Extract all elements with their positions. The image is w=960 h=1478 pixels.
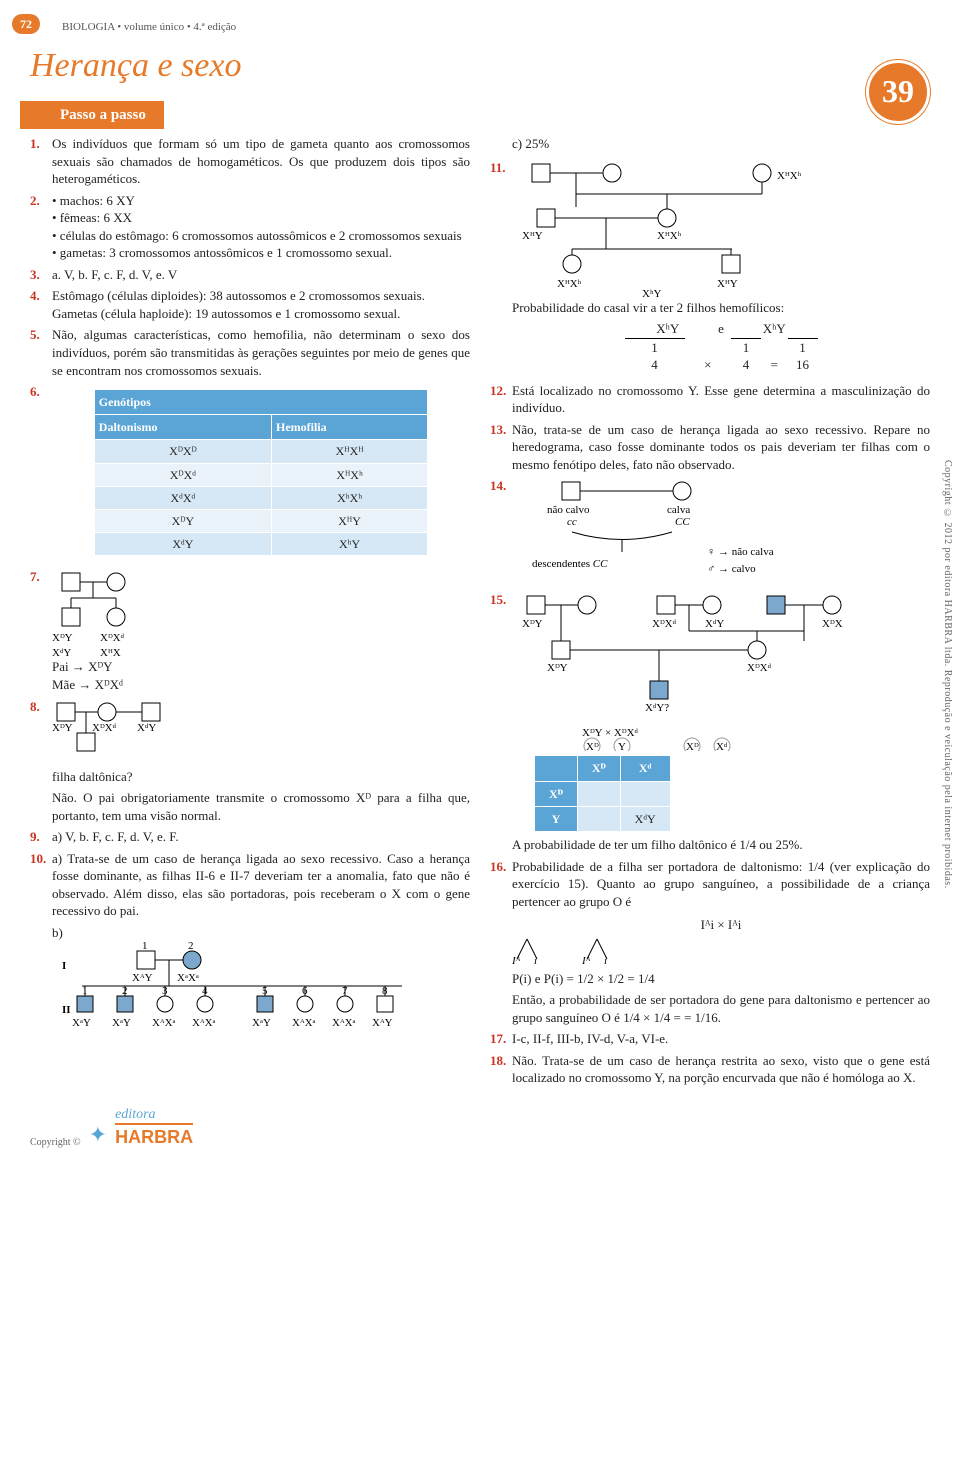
svg-text:XᴰY: XᴰY (547, 662, 568, 674)
copyright-text: Copyright © (30, 1136, 81, 1150)
item-num: 5. (30, 326, 52, 379)
svg-text:XᴴY: XᴴY (522, 230, 543, 242)
chapter-number-badge: 39 (866, 60, 930, 124)
item-num: 9. (30, 828, 52, 846)
svg-text:XᵃY: XᵃY (252, 1017, 271, 1029)
svg-text:XᴰXᵈ: XᴰXᵈ (652, 618, 677, 630)
svg-text:i: i (604, 955, 607, 964)
pedigree-10b: I 1 2 XᴬYXᵃXᵃ II 1XᵃY 2XᵃY 3XᴬXᵃ 4XᴬXᵃ 5… (62, 941, 442, 1051)
svg-text:XᴴXʰ: XᴴXʰ (657, 230, 682, 242)
item-text: a) V, b. F, c. F, d. V, e. F. (52, 828, 470, 846)
chapter-title: Herança e sexo (30, 43, 930, 89)
item-num: 14. (490, 477, 512, 587)
item-num: 4. (30, 287, 52, 322)
item-text: Não, trata-se de um caso de herança liga… (512, 421, 930, 474)
svg-text:Xᴰ: Xᴰ (586, 741, 599, 751)
svg-text:XᴴY: XᴴY (717, 278, 738, 290)
svg-text:Y: Y (618, 741, 626, 751)
item-num: 15. (490, 591, 512, 853)
svg-text:XᵈY: XᵈY (52, 647, 71, 658)
svg-text:XᵃY: XᵃY (72, 1017, 91, 1029)
svg-text:I: I (62, 960, 66, 972)
item-text: I-c, II-f, III-b, IV-d, V-a, VI-e. (512, 1030, 930, 1048)
svg-text:1: 1 (142, 941, 148, 952)
item-text: Não, algumas características, como hemof… (52, 326, 470, 379)
svg-text:XᵈY?: XᵈY? (645, 702, 669, 714)
svg-text:XᴰX: XᴰX (822, 618, 843, 630)
item-num: 3. (30, 266, 52, 284)
svg-text:XᴰXᵈ: XᴰXᵈ (747, 662, 772, 674)
svg-text:XᴬY: XᴬY (132, 972, 153, 984)
svg-text:XᵈY: XᵈY (137, 722, 156, 734)
item-text: Não. Trata-se de um caso de herança rest… (512, 1052, 930, 1087)
publisher-logo: editoraHARBRA (115, 1105, 193, 1149)
logo-star-icon: ✦ (89, 1120, 107, 1150)
side-copyright: Copyright © 2012 por editora HARBRA ltda… (941, 460, 955, 889)
svg-text:XᴴX: XᴴX (100, 647, 121, 658)
svg-text:XᴰY × XᴰXᵈ: XᴰY × XᴰXᵈ (582, 727, 639, 739)
svg-text:i: i (534, 955, 537, 964)
item-num: 18. (490, 1052, 512, 1087)
item-num: 6. (30, 383, 52, 564)
svg-text:XᴰY: XᴰY (522, 618, 543, 630)
pedigree-11: XᴴXʰ XᴴY XᴴXʰ XᴴXʰ XᴴY XʰY (512, 159, 852, 299)
item-num: 11. (490, 159, 512, 378)
item-num: 2. (30, 192, 52, 262)
item-num: 8. (30, 698, 52, 825)
section-header: Passo a passo (20, 101, 164, 129)
svg-text:XᴰXᵈ: XᴰXᵈ (100, 632, 125, 644)
svg-text:XᴰY: XᴰY (52, 632, 73, 644)
svg-text:♀ → não calva: ♀ → não calva (707, 546, 774, 558)
item-text: • machos: 6 XY • fêmeas: 6 XX • células … (52, 192, 470, 262)
svg-text:Xᴰ: Xᴰ (686, 741, 699, 751)
svg-text:Iᴬ: Iᴬ (581, 955, 591, 964)
svg-text:2: 2 (188, 941, 194, 952)
svg-text:não calvo: não calvo (547, 504, 590, 516)
svg-text:XᴬXᵃ: XᴬXᵃ (152, 1017, 176, 1029)
svg-text:XᴰY: XᴰY (52, 722, 73, 734)
svg-text:CC: CC (675, 516, 690, 528)
svg-text:XᵃXᵃ: XᵃXᵃ (177, 972, 199, 984)
item-num: 7. (30, 568, 52, 693)
item-text: Está localizado no cromossomo Y. Esse ge… (512, 382, 930, 417)
item-num: 10. (30, 850, 52, 1052)
page-number-badge: 72 (12, 14, 40, 34)
svg-text:II: II (62, 1004, 71, 1016)
pedigree-7: XᴰY XᴰXᵈ XᵈY XᴴX (52, 568, 222, 658)
svg-text:♂ → calvo: ♂ → calvo (707, 563, 756, 575)
item-num: 13. (490, 421, 512, 474)
svg-text:XʰY: XʰY (642, 288, 661, 299)
svg-text:descendentes CC: descendentes CC (532, 558, 608, 570)
svg-text:XᴬY: XᴬY (372, 1017, 393, 1029)
svg-text:XᴬXᵃ: XᴬXᵃ (292, 1017, 316, 1029)
item-num: 16. (490, 858, 512, 1027)
item-text: Estômago (células diploides): 38 autosso… (52, 287, 470, 322)
svg-text:XᴰXᵈ: XᴰXᵈ (92, 722, 117, 734)
pedigree-8: XᴰY XᴰXᵈ XᵈY (52, 698, 252, 768)
svg-text:cc: cc (567, 516, 577, 528)
item-num: 12. (490, 382, 512, 417)
svg-text:XᴴXʰ: XᴴXʰ (557, 278, 582, 290)
svg-text:XᵈY: XᵈY (705, 618, 724, 630)
book-header: BIOLOGIA • volume único • 4.ª edição (62, 20, 930, 35)
item-text: a) Trata-se de um caso de herança ligada… (52, 850, 470, 1052)
item-num: 1. (30, 135, 52, 188)
item-10c: c) 25% (512, 135, 930, 153)
svg-text:XᴴXʰ: XᴴXʰ (777, 170, 802, 182)
svg-text:Iᴬ: Iᴬ (512, 955, 521, 964)
punnett-square: XᴰXᵈ Xᴰ YXᵈY (534, 755, 671, 832)
svg-text:Xᵈ: Xᵈ (716, 741, 728, 751)
item-text: a. V, b. F, c. F, d. V, e. V (52, 266, 470, 284)
item-text: Probabilidade de a filha ser portadora d… (512, 858, 930, 1027)
svg-text:XᴬXᵃ: XᴬXᵃ (332, 1017, 356, 1029)
pedigree-15: XᴰY XᴰXᵈXᵈY XᴰX XᴰY XᴰXᵈ XᵈY? XᴰY × XᴰXᵈ… (512, 591, 892, 751)
genotype-table: Genótipos DaltonismoHemofilia XᴰXᴰXᴴXᴴ X… (94, 389, 428, 556)
item-num: 17. (490, 1030, 512, 1048)
item-text: Os indivíduos que formam só um tipo de g… (52, 135, 470, 188)
svg-text:XᴬXᵃ: XᴬXᵃ (192, 1017, 216, 1029)
svg-text:calva: calva (667, 504, 690, 516)
diagram-14: não calvo calva cc CC descendentes CC ♀ → … (512, 477, 852, 587)
svg-text:XᵃY: XᵃY (112, 1017, 131, 1029)
